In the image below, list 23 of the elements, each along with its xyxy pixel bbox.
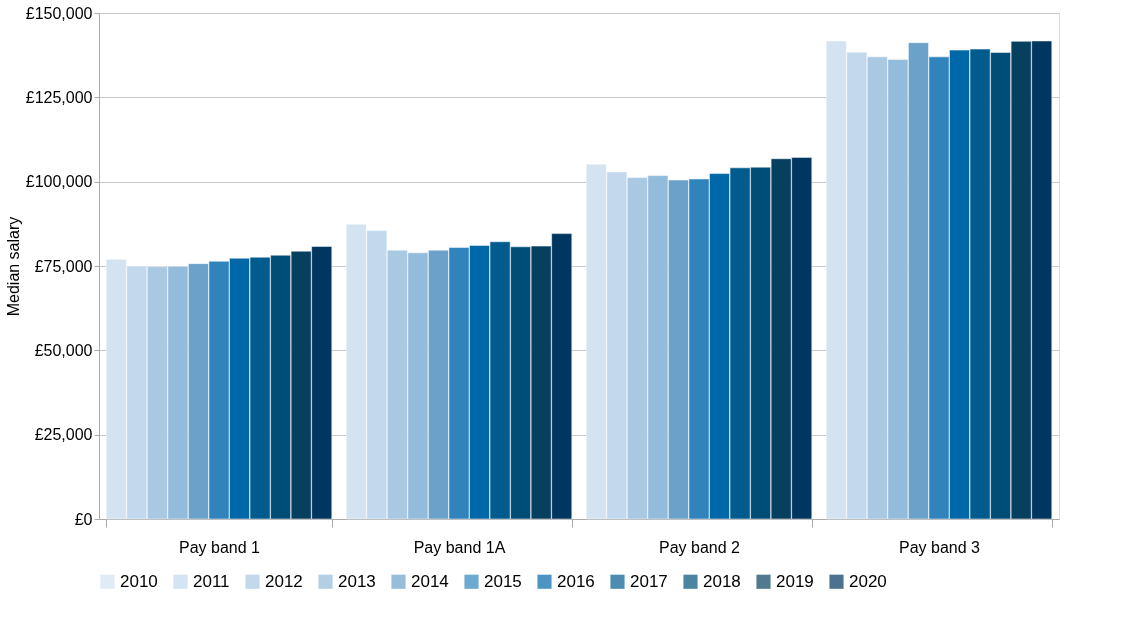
y-tick-label: £125,000 (25, 88, 93, 106)
y-tick-label: £150,000 (25, 4, 93, 22)
legend-label: 2016 (557, 571, 595, 591)
x-tick-label: Pay band 2 (659, 538, 741, 556)
legend-label: 2017 (630, 571, 668, 591)
x-tick-label: Pay band 1 (179, 538, 261, 556)
legend-label: 2020 (849, 571, 887, 591)
legend-label: 2011 (193, 571, 230, 591)
y-tick-label: £25,000 (34, 426, 93, 444)
y-tick-label: £100,000 (25, 173, 93, 191)
x-tick-label: Pay band 3 (899, 538, 981, 556)
legend-label: 2010 (120, 571, 158, 591)
legend-label: 2019 (776, 571, 814, 591)
y-axis-title: Median salary (4, 216, 22, 317)
legend-label: 2015 (484, 571, 522, 591)
legend-label: 2013 (338, 571, 376, 591)
y-tick-label: £75,000 (34, 257, 93, 275)
legend-label: 2012 (265, 571, 303, 591)
y-tick-label: £0 (74, 510, 93, 528)
legend-label: 2014 (411, 571, 449, 591)
legend-label: 2018 (703, 571, 741, 591)
y-tick-label: £50,000 (34, 341, 93, 359)
x-tick-label: Pay band 1A (413, 538, 506, 556)
